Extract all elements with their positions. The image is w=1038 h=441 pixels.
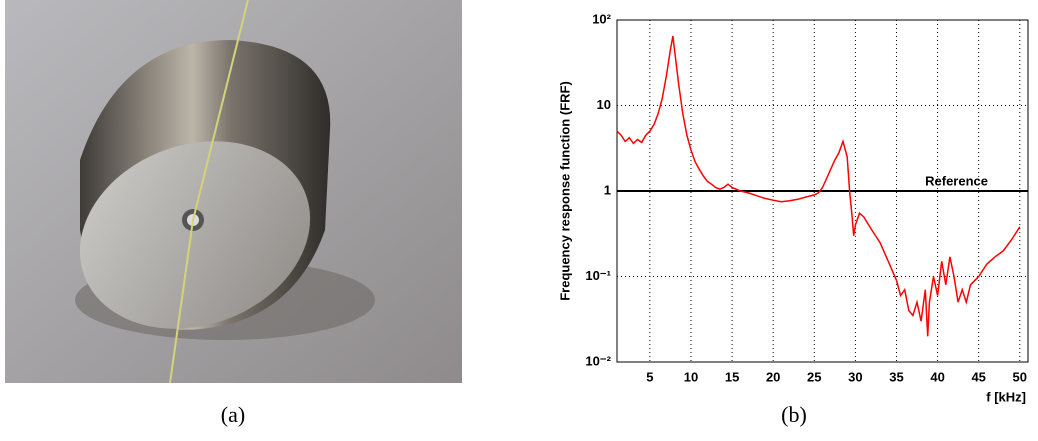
data-line bbox=[616, 35, 1021, 337]
x-tick-label: 25 bbox=[807, 369, 821, 384]
x-tick-label: 35 bbox=[889, 369, 903, 384]
x-tick-label: 50 bbox=[1013, 369, 1027, 384]
y-axis-label: Frequency response function (FRF) bbox=[557, 81, 572, 301]
y-tick-label: 10⁻² bbox=[585, 353, 611, 368]
x-axis-label: f [kHz] bbox=[986, 389, 1026, 404]
x-tick-label: 40 bbox=[930, 369, 944, 384]
x-tick-label: 20 bbox=[766, 369, 780, 384]
y-tick-label: 10⁻¹ bbox=[585, 268, 611, 283]
y-tick-label: 10 bbox=[597, 97, 611, 112]
annotation: Reference bbox=[925, 173, 988, 188]
photo bbox=[5, 0, 462, 384]
x-tick-label: 15 bbox=[725, 369, 739, 384]
x-tick-label: 5 bbox=[646, 369, 653, 384]
caption: (b) bbox=[781, 402, 807, 427]
x-tick-label: 10 bbox=[684, 369, 698, 384]
caption: (a) bbox=[221, 402, 245, 427]
y-tick-label: 10² bbox=[592, 11, 611, 26]
x-tick-label: 45 bbox=[971, 369, 985, 384]
y-tick-label: 1 bbox=[604, 182, 611, 197]
x-tick-label: 30 bbox=[848, 369, 862, 384]
